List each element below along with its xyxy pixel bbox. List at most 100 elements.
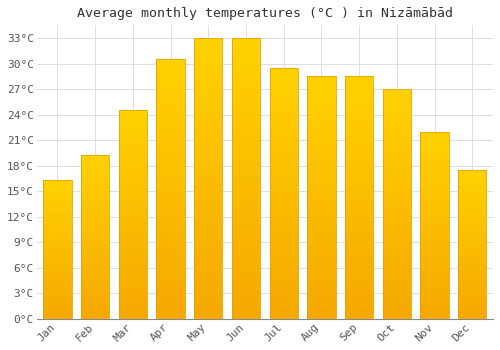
Bar bbox=[420, 195, 448, 199]
Bar bbox=[81, 283, 110, 286]
Bar bbox=[232, 257, 260, 263]
Bar bbox=[458, 271, 486, 274]
Bar bbox=[44, 244, 72, 247]
Bar bbox=[382, 112, 411, 117]
Bar bbox=[232, 240, 260, 246]
Bar bbox=[458, 197, 486, 200]
Bar bbox=[194, 291, 222, 296]
Bar bbox=[345, 222, 374, 227]
Bar bbox=[81, 162, 110, 165]
Bar bbox=[420, 206, 448, 210]
Bar bbox=[308, 144, 336, 149]
Bar bbox=[420, 210, 448, 214]
Bar bbox=[194, 105, 222, 111]
Bar bbox=[308, 193, 336, 198]
Bar bbox=[458, 176, 486, 179]
Bar bbox=[382, 209, 411, 213]
Bar bbox=[345, 164, 374, 168]
Bar bbox=[156, 132, 184, 137]
Bar bbox=[382, 296, 411, 301]
Bar bbox=[382, 273, 411, 278]
Bar bbox=[44, 236, 72, 238]
Bar bbox=[81, 191, 110, 195]
Bar bbox=[308, 227, 336, 232]
Bar bbox=[458, 209, 486, 212]
Bar bbox=[232, 252, 260, 257]
Bar bbox=[156, 277, 184, 282]
Bar bbox=[118, 152, 147, 156]
Bar bbox=[118, 298, 147, 302]
Bar bbox=[232, 201, 260, 206]
Bar bbox=[81, 155, 110, 159]
Bar bbox=[458, 224, 486, 226]
Bar bbox=[308, 275, 336, 280]
Bar bbox=[308, 198, 336, 202]
Bar bbox=[194, 167, 222, 173]
Bar bbox=[232, 38, 260, 319]
Bar bbox=[44, 180, 72, 319]
Bar bbox=[270, 108, 298, 113]
Bar bbox=[118, 215, 147, 219]
Bar bbox=[44, 297, 72, 300]
Bar bbox=[270, 153, 298, 158]
Bar bbox=[118, 135, 147, 140]
Bar bbox=[420, 308, 448, 312]
Bar bbox=[118, 227, 147, 231]
Bar bbox=[81, 204, 110, 208]
Bar bbox=[382, 282, 411, 287]
Bar bbox=[345, 261, 374, 266]
Bar bbox=[232, 280, 260, 285]
Bar bbox=[382, 250, 411, 254]
Bar bbox=[270, 304, 298, 309]
Bar bbox=[118, 177, 147, 181]
Bar bbox=[308, 256, 336, 261]
Bar bbox=[458, 244, 486, 247]
Bar bbox=[156, 303, 184, 308]
Bar bbox=[308, 236, 336, 241]
Bar bbox=[232, 66, 260, 72]
Bar bbox=[458, 194, 486, 197]
Bar bbox=[308, 168, 336, 173]
Bar bbox=[81, 296, 110, 299]
Bar bbox=[156, 101, 184, 106]
Bar bbox=[270, 128, 298, 133]
Bar bbox=[382, 264, 411, 268]
Bar bbox=[156, 90, 184, 96]
Bar bbox=[382, 310, 411, 314]
Bar bbox=[308, 266, 336, 271]
Bar bbox=[156, 288, 184, 293]
Bar bbox=[270, 68, 298, 319]
Bar bbox=[44, 216, 72, 219]
Bar bbox=[270, 233, 298, 239]
Bar bbox=[382, 158, 411, 163]
Bar bbox=[420, 240, 448, 244]
Bar bbox=[44, 197, 72, 199]
Bar bbox=[270, 254, 298, 259]
Bar bbox=[232, 100, 260, 105]
Bar bbox=[420, 278, 448, 281]
Bar bbox=[194, 280, 222, 285]
Bar bbox=[270, 163, 298, 168]
Bar bbox=[118, 123, 147, 127]
Bar bbox=[420, 244, 448, 248]
Bar bbox=[232, 178, 260, 184]
Bar bbox=[458, 277, 486, 280]
Bar bbox=[118, 156, 147, 160]
Bar bbox=[270, 103, 298, 108]
Bar bbox=[458, 188, 486, 191]
Bar bbox=[194, 66, 222, 72]
Bar bbox=[345, 149, 374, 154]
Bar bbox=[308, 183, 336, 188]
Bar bbox=[420, 304, 448, 308]
Bar bbox=[232, 162, 260, 167]
Bar bbox=[308, 295, 336, 300]
Bar bbox=[232, 212, 260, 218]
Bar bbox=[81, 312, 110, 316]
Bar bbox=[308, 110, 336, 115]
Bar bbox=[345, 188, 374, 193]
Bar bbox=[232, 206, 260, 212]
Bar bbox=[232, 308, 260, 313]
Bar bbox=[232, 296, 260, 302]
Bar bbox=[232, 274, 260, 280]
Bar bbox=[81, 286, 110, 289]
